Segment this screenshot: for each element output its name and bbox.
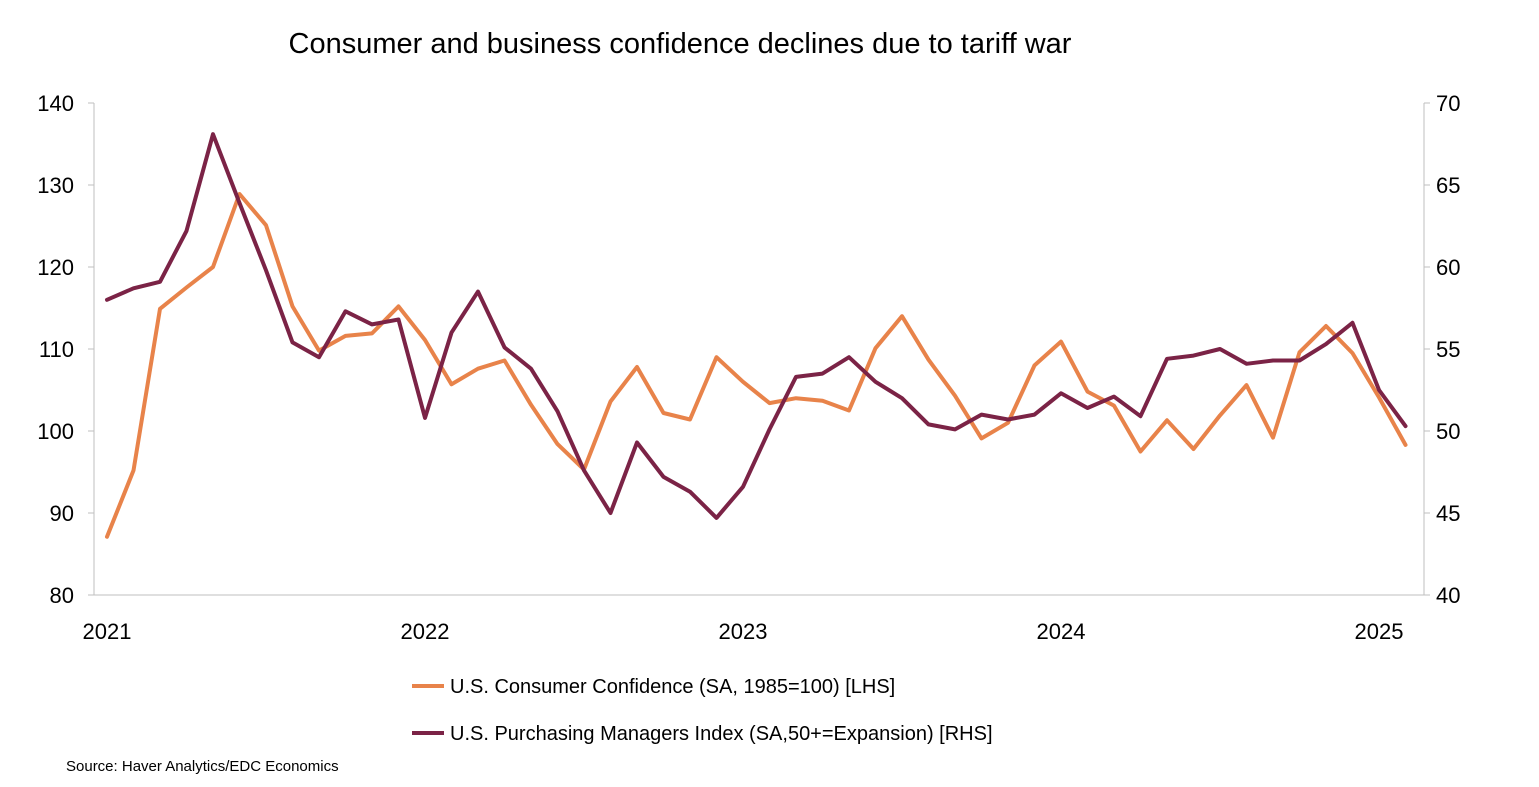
pmi-line — [105, 132, 1408, 520]
right-tick-label: 45 — [1436, 501, 1460, 526]
consumer-confidence-line — [105, 192, 1408, 539]
x-tick-label: 2023 — [719, 619, 768, 644]
right-tick-label: 65 — [1436, 173, 1460, 198]
x-tick-label: 2022 — [401, 619, 450, 644]
source-note: Source: Haver Analytics/EDC Economics — [66, 758, 339, 775]
left-tick-label: 100 — [37, 419, 74, 444]
left-tick-label: 120 — [37, 255, 74, 280]
chart-title: Consumer and business confidence decline… — [288, 28, 1072, 60]
right-tick-label: 40 — [1436, 583, 1460, 608]
right-tick-label: 55 — [1436, 337, 1460, 362]
left-tick-label: 140 — [37, 91, 74, 116]
left-tick-label: 90 — [50, 501, 74, 526]
right-tick-label: 50 — [1436, 419, 1460, 444]
x-tick-label: 2021 — [83, 619, 132, 644]
left-tick-label: 110 — [39, 337, 74, 362]
chart-axes: 80 90 100 110 120 130 140 40 45 50 55 60 65 70 2021 202… — [37, 91, 1460, 644]
right-tick-label: 70 — [1436, 91, 1460, 116]
x-tick-label: 2025 — [1355, 619, 1404, 644]
right-tick-label: 60 — [1436, 255, 1460, 280]
legend-label: U.S. Consumer Confidence (SA, 1985=100) … — [450, 676, 895, 698]
legend-label: U.S. Purchasing Managers Index (SA,50+=E… — [450, 723, 993, 745]
left-tick-label: 80 — [50, 583, 74, 608]
left-tick-label: 130 — [37, 173, 74, 198]
chart-legend: U.S. Consumer Confidence (SA, 1985=100) … — [412, 676, 993, 745]
chart-series — [105, 132, 1408, 539]
x-tick-label: 2024 — [1037, 619, 1086, 644]
